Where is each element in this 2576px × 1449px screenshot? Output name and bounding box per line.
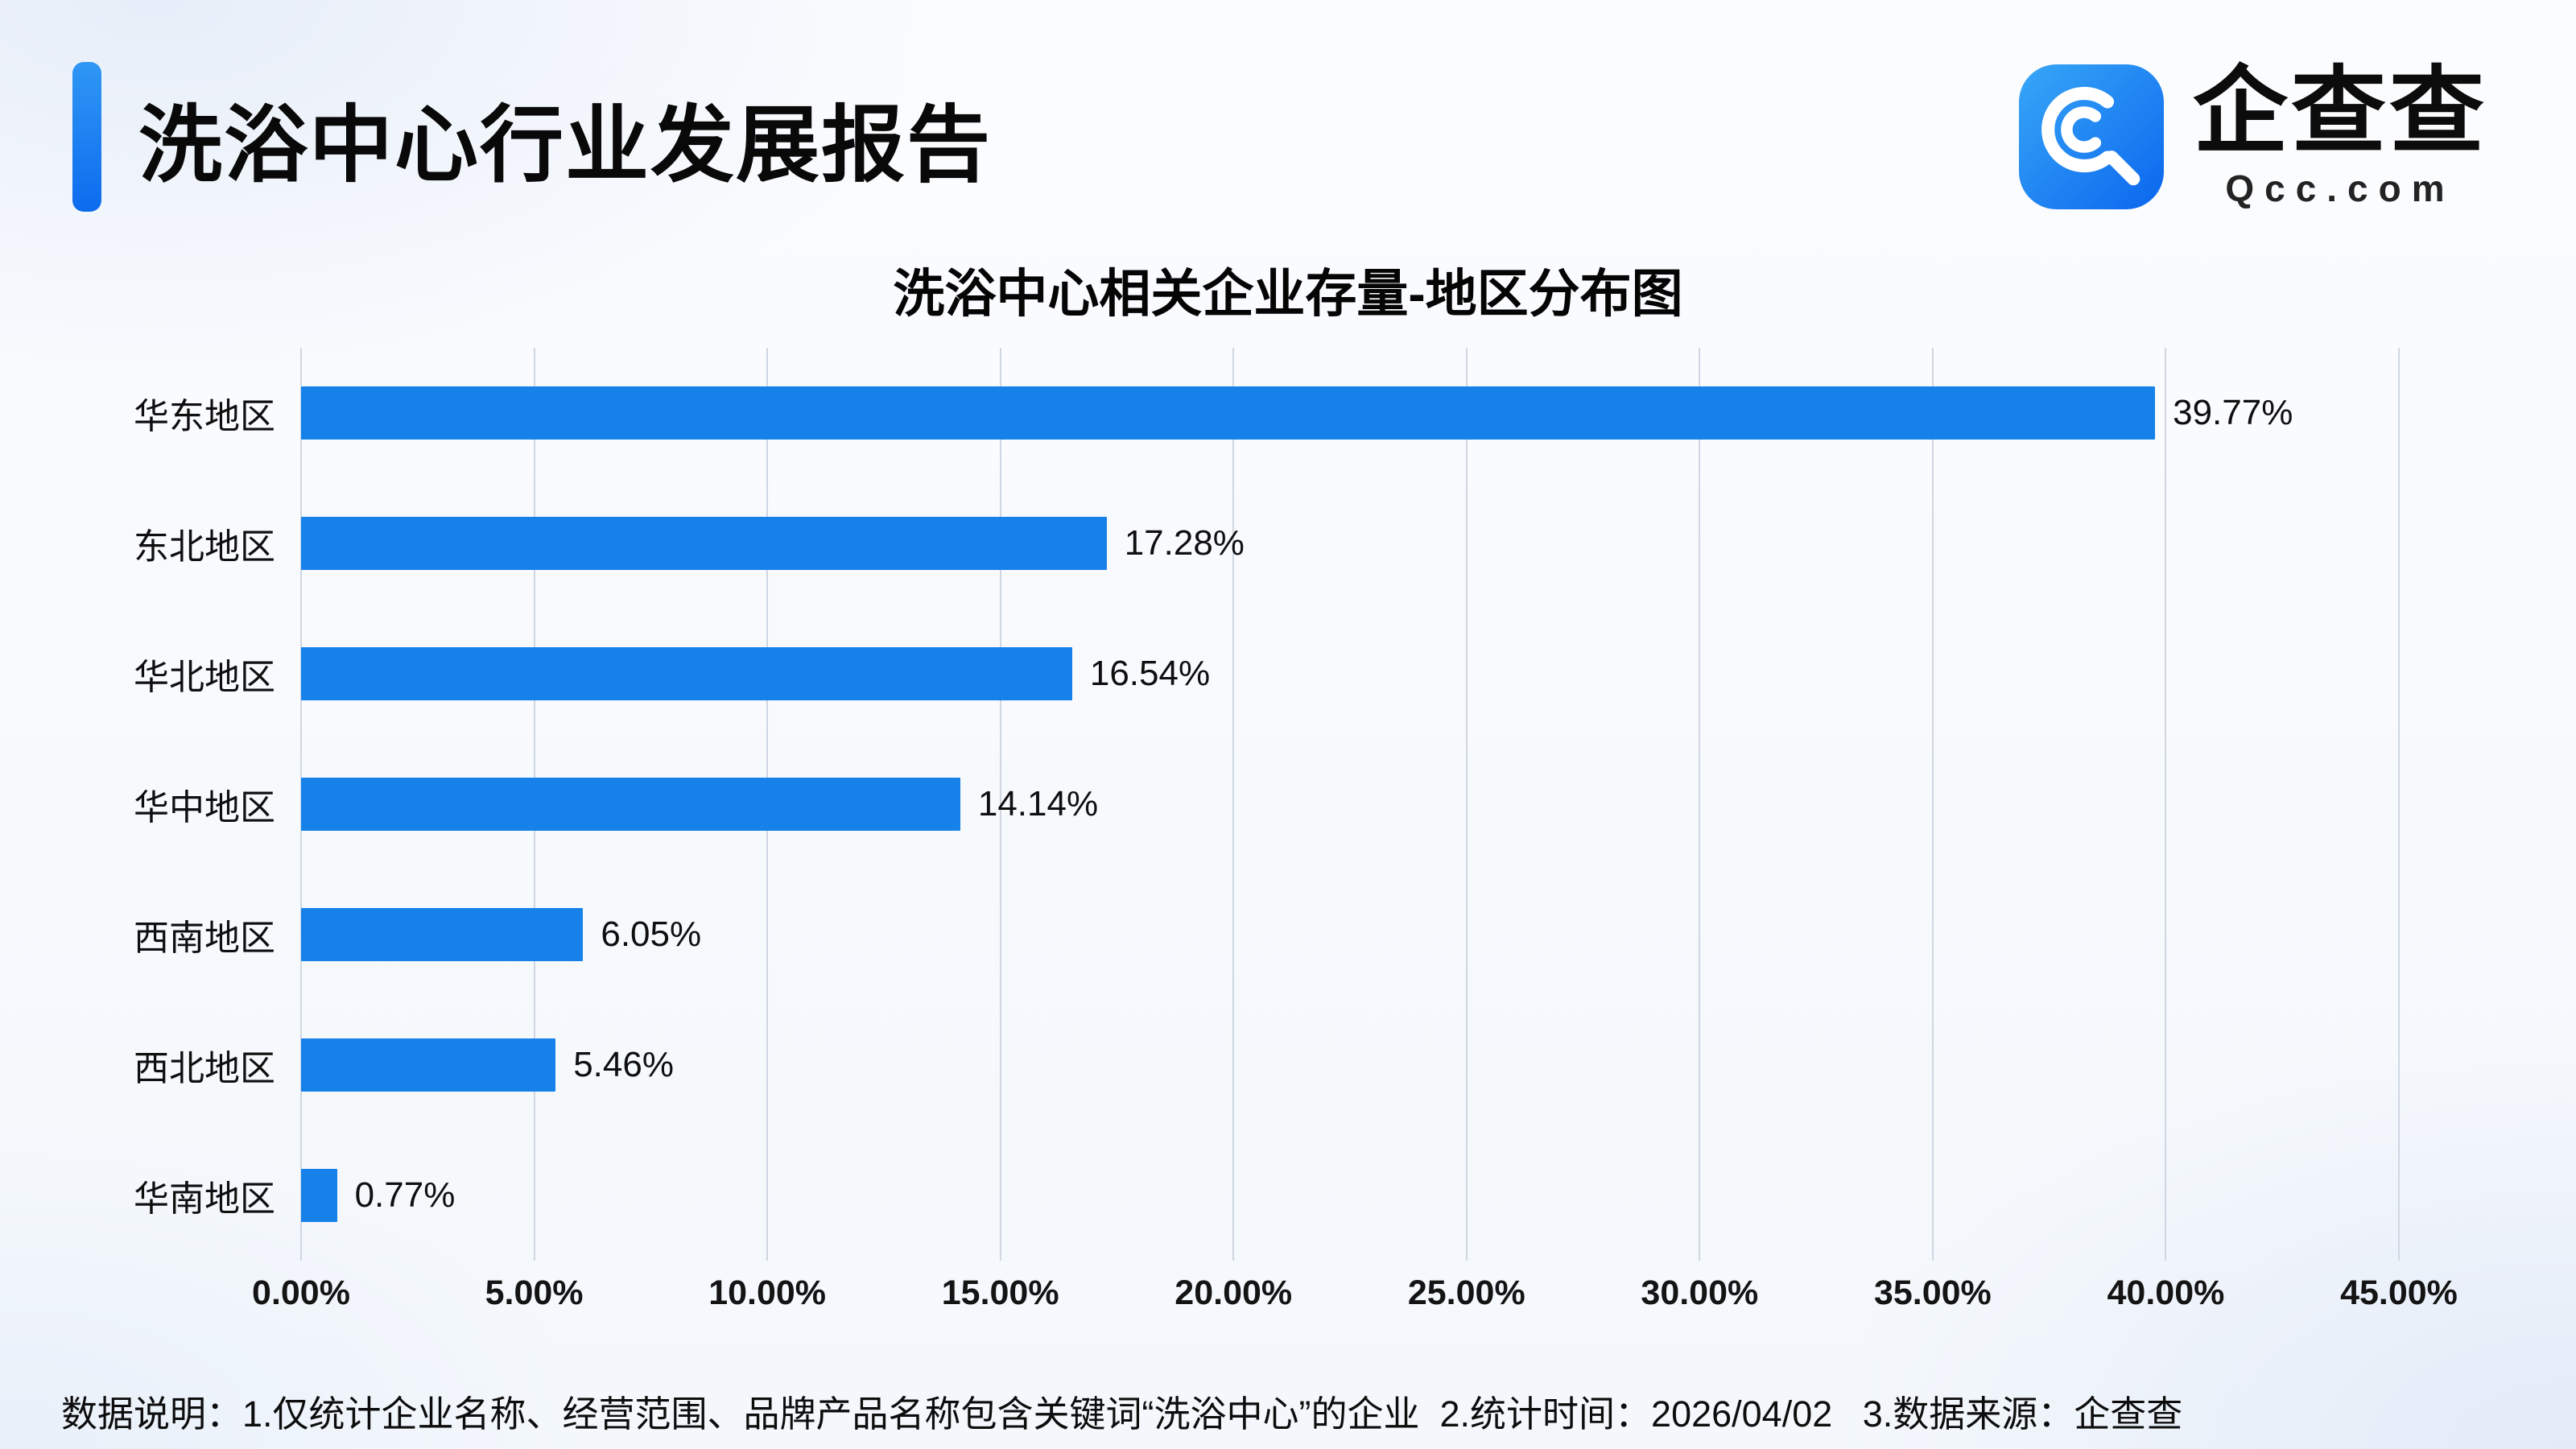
grid-line: [2165, 348, 2167, 1261]
category-label: 华东地区: [134, 397, 275, 436]
category-label: 西北地区: [134, 1049, 275, 1088]
x-tick-label: 0.00%: [252, 1274, 350, 1312]
bar: [301, 386, 2156, 440]
value-label: 16.54%: [1089, 654, 1211, 693]
x-tick-label: 25.00%: [1407, 1274, 1525, 1312]
x-tick-label: 20.00%: [1174, 1274, 1293, 1312]
grid-line: [1931, 348, 1934, 1261]
brand-domain: Qcc.com: [2225, 167, 2455, 210]
report-title: 洗浴中心行业发展报告: [138, 98, 993, 192]
report-header: 洗浴中心行业发展报告 企查查 Qcc: [72, 56, 2487, 217]
x-tick-label: 5.00%: [485, 1274, 584, 1312]
value-label: 17.28%: [1124, 523, 1245, 563]
value-label: 39.77%: [2173, 393, 2293, 432]
bar-row: 6.05%: [301, 869, 2399, 1000]
category-label: 西南地区: [134, 919, 275, 958]
value-label: 6.05%: [601, 914, 702, 954]
x-axis: 0.00% 5.00% 10.00% 15.00% 20.00% 25.00% 30.00%…: [61, 1274, 2458, 1319]
title-accent-bar: [72, 62, 101, 212]
x-axis-ticks: 0.00% 5.00% 10.00% 15.00% 20.00% 25.00% 30.00%…: [252, 1274, 2458, 1319]
bar: [301, 778, 960, 831]
chart-title: 洗浴中心相关企业存量-地区分布图: [893, 265, 1683, 323]
plot-area: 39.77% 17.28% 16.54% 14.14% 6.05% 5.46% 0.77%: [300, 348, 2400, 1261]
value-label: 0.77%: [354, 1175, 456, 1215]
category-label: 华北地区: [134, 658, 275, 697]
brand-group: 企查查 Qcc.com: [2018, 58, 2487, 210]
category-label: 华中地区: [134, 788, 275, 828]
grid-line: [2398, 348, 2400, 1261]
x-tick-label: 45.00%: [2340, 1274, 2458, 1312]
category-label: 华南地区: [134, 1179, 275, 1219]
bar: [301, 517, 1107, 570]
value-label: 14.14%: [977, 784, 1099, 824]
bar: [301, 1169, 337, 1222]
x-tick-label: 15.00%: [941, 1274, 1059, 1312]
grid-line: [1232, 348, 1235, 1261]
bar-row: 17.28%: [301, 478, 2399, 609]
bar-row: 5.46%: [301, 1000, 2399, 1130]
bar: [301, 647, 1072, 700]
footer-note: 数据说明：1.仅统计企业名称、经营范围、品牌产品名称包含关键词“洗浴中心”的企业…: [61, 1393, 2183, 1435]
x-tick-label: 30.00%: [1641, 1274, 1759, 1312]
bar: [301, 908, 584, 961]
bar-row: 16.54%: [301, 609, 2399, 739]
bar: [301, 1038, 556, 1092]
brand-name: 企查查: [2192, 58, 2487, 165]
bar-row: 14.14%: [301, 739, 2399, 869]
x-tick-label: 10.00%: [708, 1274, 827, 1312]
qcc-logo-icon: [2018, 64, 2164, 209]
category-axis: 华东地区东北地区华北地区华中地区西南地区西北地区华南地区: [61, 348, 301, 1261]
bar-chart: 华东地区东北地区华北地区华中地区西南地区西北地区华南地区 39.77% 17.28…: [61, 348, 2400, 1261]
grid-line: [1465, 348, 1468, 1261]
category-label: 东北地区: [134, 527, 275, 567]
grid-line: [999, 348, 1001, 1261]
x-tick-label: 40.00%: [2107, 1274, 2225, 1312]
value-label: 5.46%: [573, 1045, 674, 1084]
bar-row: 39.77%: [301, 348, 2399, 478]
grid-line: [1699, 348, 1701, 1261]
bar-rows: 39.77% 17.28% 16.54% 14.14% 6.05% 5.46% 0.77%: [301, 348, 2399, 1261]
bar-row: 0.77%: [301, 1130, 2399, 1261]
brand-text: 企查查 Qcc.com: [2192, 58, 2487, 210]
x-tick-label: 35.00%: [1873, 1274, 1992, 1312]
